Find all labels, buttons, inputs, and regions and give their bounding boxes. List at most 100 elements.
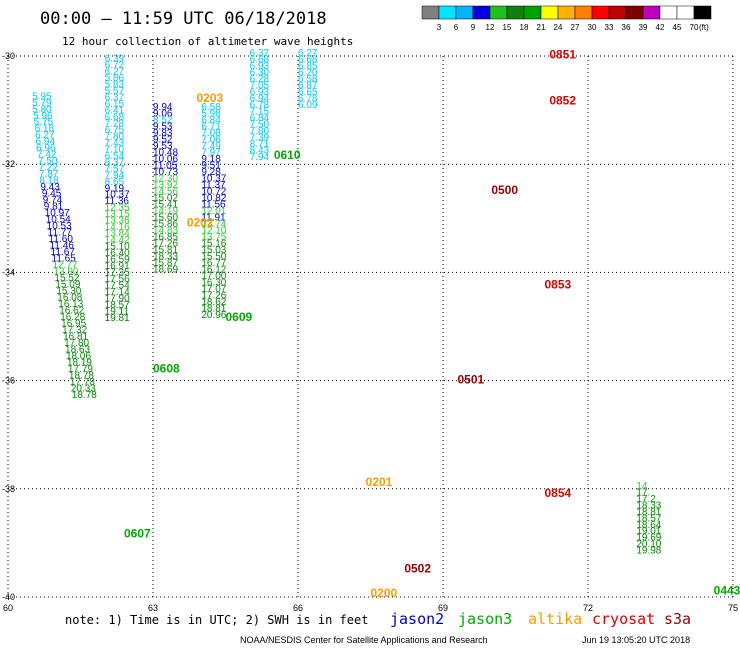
swh-value: 19.11 — [105, 307, 130, 318]
colorbar-swatch — [489, 5, 508, 20]
swh-value: 9.43 — [40, 182, 60, 193]
swh-value: 8.37 — [105, 157, 125, 168]
colorbar-unit: (ft) — [699, 23, 709, 32]
swh-value: 15.81 — [153, 245, 178, 256]
colorbar-swatch — [625, 5, 644, 20]
swh-value: 10.73 — [153, 167, 178, 178]
colorbar-label: 42 — [656, 23, 665, 32]
swh-value: 10.53 — [47, 221, 72, 232]
swh-value: 6.68 — [105, 112, 125, 123]
swh-value: 14.16 — [105, 222, 130, 233]
swh-value: 9.18 — [201, 154, 221, 165]
footer-credit: NOAA/NESDIS Center for Satellite Applica… — [240, 635, 488, 645]
swh-value: 18.78 — [69, 370, 94, 381]
swh-value: 11.56 — [201, 199, 226, 210]
swh-value: 7.43 — [105, 138, 125, 149]
swh-value: 7.80 — [105, 131, 125, 142]
swh-value: 14.42 — [105, 235, 130, 246]
colorbar-swatch — [557, 5, 576, 20]
swh-value: 7.50 — [250, 119, 270, 130]
time-label: 0203 — [197, 91, 224, 105]
swh-value: 8.43 — [250, 145, 270, 156]
time-label: 0202 — [187, 215, 214, 229]
colorbar-label: 30 — [588, 23, 597, 32]
swh-value: 13.75 — [201, 232, 226, 243]
legend-entry: cryosat — [592, 610, 655, 628]
swh-value: 5.96 — [33, 111, 53, 122]
swh-value: 17. — [636, 487, 650, 498]
colorbar-label: 3 — [437, 23, 442, 32]
x-tick-label: 60 — [3, 603, 13, 613]
swh-value: 5.86 — [105, 73, 125, 84]
swh-value: 15.10 — [105, 242, 130, 253]
swh-value: 6.09 — [298, 100, 318, 111]
swh-value: 18.78 — [72, 390, 97, 401]
swh-value: 9.06 — [153, 109, 173, 120]
swh-value: 18.62 — [201, 297, 226, 308]
swh-value: 9.19 — [105, 183, 125, 194]
swh-value: 14.83 — [153, 225, 178, 236]
swh-value: 6.68 — [250, 54, 270, 65]
swh-value: 6.93 — [250, 87, 270, 98]
swh-value: 6.96 — [36, 143, 56, 154]
colorbar: 3 6 9 12 15 18 21 24 27 30 33 36 39 42 45 70 (ft) — [421, 5, 712, 32]
colorbar-swatch — [676, 5, 695, 20]
swh-value: 19.01 — [636, 526, 661, 537]
swh-value: 6.87 — [298, 80, 318, 91]
swh-value: 10.37 — [105, 190, 130, 201]
colorbar-swatch — [438, 5, 457, 20]
swh-value: 15.30 — [56, 286, 81, 297]
swh-value: 6.41 — [105, 105, 125, 116]
swh-value: 18.06 — [66, 351, 91, 362]
swh-value: 17.35 — [105, 268, 130, 279]
swh-value: 17.26 — [153, 238, 178, 249]
colorbar-label: 36 — [622, 23, 631, 32]
colorbar-swatch — [506, 5, 525, 20]
swh-value: 7.28 — [105, 118, 125, 129]
swh-value: 15.87 — [153, 258, 178, 269]
y-tick-label: -36 — [2, 376, 15, 386]
swh-value: 18.81 — [201, 303, 226, 314]
colorbar-swatch — [455, 5, 474, 20]
colorbar-swatch — [642, 5, 661, 20]
swh-value: 7.97 — [201, 148, 221, 159]
swh-value: 18.69 — [153, 264, 178, 275]
swh-value: 17.79 — [68, 364, 93, 375]
swh-value: 15.02 — [153, 193, 178, 204]
swh-value: 7.06 — [201, 135, 221, 146]
swh-value: 6.37 — [105, 92, 125, 103]
swh-value: 8.18 — [39, 176, 59, 187]
x-tick-label: 75 — [728, 603, 738, 613]
swh-value: 14.56 — [153, 186, 178, 197]
axis-ticks: 60 63 66 69 72 75 -30 -32 -34 -36 -38 -40 — [2, 51, 738, 613]
swh-value: 6.84 — [201, 115, 221, 126]
y-tick-label: -32 — [2, 159, 15, 169]
swh-value: 9.28 — [201, 167, 221, 178]
colorbar-label: 39 — [639, 23, 648, 32]
colorbar-swatch — [540, 5, 559, 20]
swh-value: 11.46 — [50, 241, 75, 252]
swh-value: 10.82 — [201, 193, 226, 204]
swh-value: 18.33 — [153, 251, 178, 262]
y-tick-label: -38 — [2, 484, 15, 494]
time-label: 0854 — [545, 486, 572, 500]
swh-value: 15.50 — [201, 251, 226, 262]
swh-value: 17.07 — [201, 284, 226, 295]
colorbar-label: 12 — [486, 23, 495, 32]
swh-value: 10.06 — [153, 154, 178, 165]
colorbar-swatch — [574, 5, 593, 20]
time-label: 0443 — [714, 583, 740, 597]
swh-value: 12.35 — [105, 203, 130, 214]
swh-value: 18.63 — [65, 344, 90, 355]
legend-entry: jason2 — [390, 610, 444, 628]
swh-value: 11.36 — [105, 196, 130, 207]
y-tick-label: -30 — [2, 51, 15, 61]
time-label: 0607 — [124, 526, 151, 540]
swh-value: 6.78 — [250, 100, 270, 111]
y-tick-label: -34 — [2, 267, 15, 277]
swh-value: 5.75 — [34, 117, 54, 128]
swh-value: 7.08 — [201, 128, 221, 139]
swh-value: 5.79 — [32, 98, 52, 109]
swh-value: 9.52 — [153, 135, 173, 146]
swh-value: 16.13 — [58, 299, 83, 310]
